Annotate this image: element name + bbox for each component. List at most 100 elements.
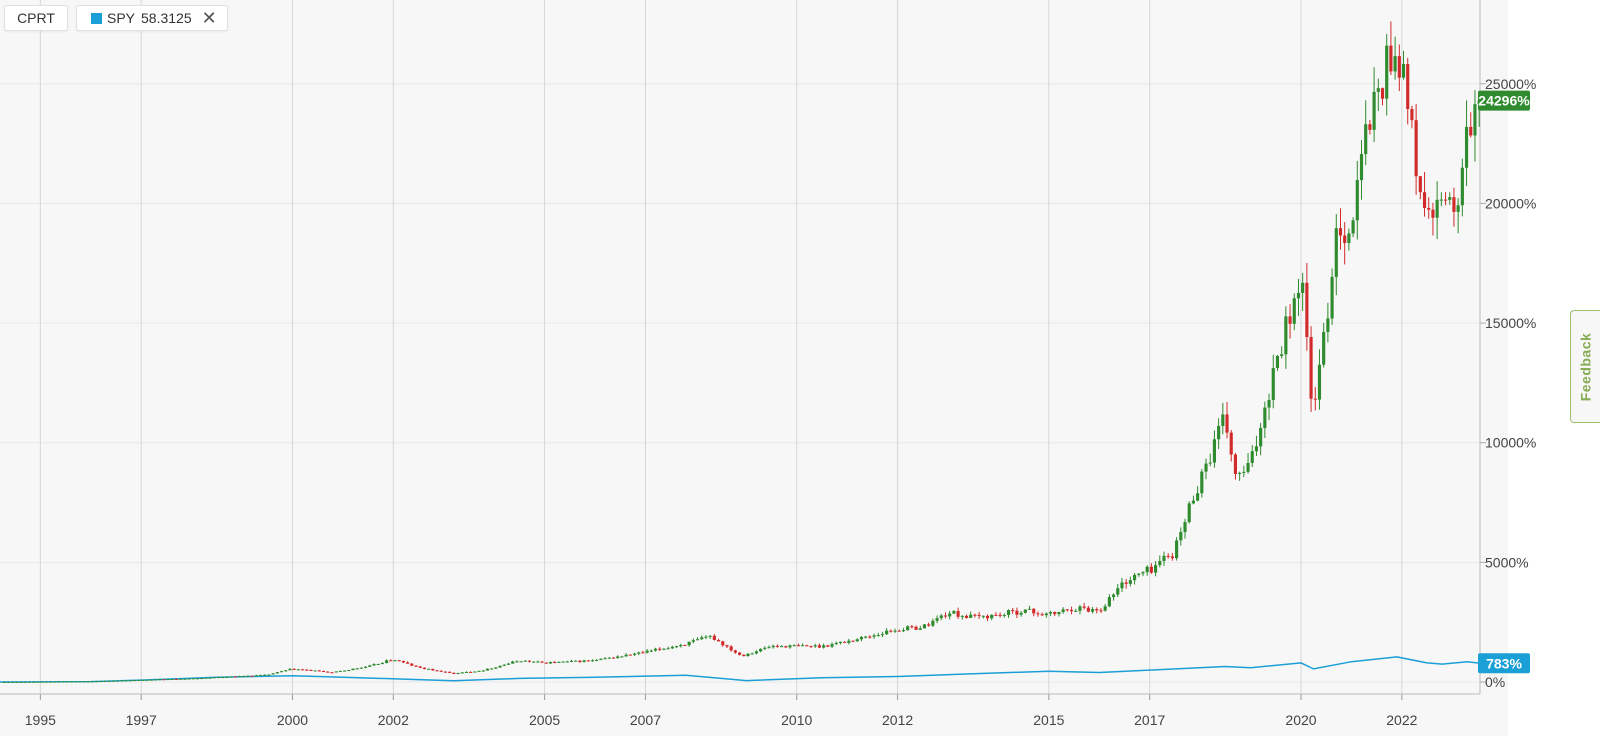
candle-body	[590, 660, 595, 662]
candle-body	[515, 661, 519, 663]
candle-body	[326, 671, 330, 673]
candle-body	[204, 677, 208, 679]
candle-body	[830, 644, 834, 647]
candle-body	[1158, 560, 1162, 566]
candle-body	[443, 671, 448, 673]
candle-body	[376, 663, 380, 665]
candle-body	[1175, 540, 1179, 559]
candle-body	[1355, 180, 1359, 221]
candle-body	[817, 645, 821, 648]
candle-body	[1128, 580, 1132, 584]
candle-body	[948, 613, 952, 617]
candle-body	[90, 681, 95, 683]
candle-body	[1200, 471, 1204, 494]
candle-body	[687, 641, 691, 646]
price-labels: 24296% 783%	[1478, 90, 1530, 674]
candle-body	[237, 675, 242, 677]
candle-body	[292, 668, 296, 670]
candle-body	[368, 665, 372, 667]
candle-body	[351, 668, 355, 671]
candle-body	[120, 680, 124, 682]
candle-body	[195, 678, 200, 680]
legend-spy[interactable]: SPY 58.3125 ✕	[76, 5, 228, 31]
candle-body	[864, 636, 868, 638]
candle-body	[662, 648, 666, 650]
close-icon[interactable]: ✕	[201, 8, 217, 28]
candle-body	[1154, 565, 1158, 573]
candle-body	[1347, 233, 1351, 243]
candle-body	[1006, 610, 1011, 615]
candle-body	[401, 660, 405, 663]
candle-body	[792, 645, 796, 647]
candle-body	[267, 674, 271, 676]
candle-body	[57, 681, 61, 683]
candle-body	[263, 674, 267, 676]
x-tick-label: 1997	[126, 712, 157, 728]
candle-body	[170, 678, 174, 680]
candle-body	[1284, 316, 1288, 355]
candle-body	[389, 660, 393, 662]
candle-body	[1212, 439, 1217, 463]
candle-body	[1204, 463, 1208, 472]
candle-body	[44, 681, 48, 683]
candle-body	[670, 646, 674, 649]
candle-body	[914, 626, 918, 630]
candle-body	[439, 670, 443, 672]
candle-body	[187, 678, 191, 680]
candle-body	[666, 648, 670, 650]
candle-body	[1296, 292, 1301, 299]
candle-body	[1040, 614, 1044, 616]
candle-body	[221, 677, 225, 679]
candle-body	[132, 680, 137, 682]
candle-body	[1116, 588, 1120, 595]
candle-body	[6, 681, 10, 683]
spy-series	[0, 656, 1481, 683]
candle-body	[813, 645, 817, 647]
candle-body	[1074, 610, 1078, 612]
candle-body	[695, 639, 700, 641]
candle-body	[65, 681, 69, 683]
candle-body	[1082, 606, 1086, 608]
candle-body	[851, 640, 855, 642]
candle-body	[300, 669, 305, 671]
candle-body	[1086, 607, 1090, 612]
candle-body	[246, 675, 250, 677]
candle-body	[931, 620, 935, 626]
candle-body	[599, 658, 603, 660]
candle-body	[149, 679, 153, 681]
candle-body	[729, 646, 733, 651]
candle-body	[1015, 610, 1019, 615]
x-tick-label: 2002	[378, 712, 409, 728]
candle-body	[1305, 282, 1309, 338]
candle-body	[1027, 608, 1032, 610]
candle-body	[271, 673, 275, 675]
candle-body	[448, 671, 452, 673]
candle-body	[1141, 572, 1145, 574]
candle-body	[69, 681, 74, 683]
candle-body	[233, 676, 237, 678]
feedback-tab[interactable]: Feedback	[1570, 310, 1600, 423]
candle-body	[1380, 88, 1385, 99]
candle-body	[380, 663, 384, 665]
candle-body	[796, 645, 800, 647]
candle-body	[364, 666, 368, 668]
candle-body	[1292, 298, 1296, 324]
x-tick-label: 2010	[781, 712, 812, 728]
candle-body	[288, 668, 292, 671]
candle-body	[716, 640, 721, 642]
legend-cprt[interactable]: CPRT	[4, 5, 68, 31]
candle-body	[1099, 610, 1103, 612]
candle-body	[1023, 609, 1027, 613]
candle-body	[1111, 594, 1116, 598]
candle-body	[1464, 126, 1469, 168]
candle-body	[23, 681, 27, 683]
candle-body	[174, 678, 179, 680]
candle-body	[607, 657, 611, 659]
candle-body	[532, 661, 536, 663]
candle-body	[561, 661, 565, 663]
candle-body	[74, 681, 78, 683]
candle-body	[1338, 228, 1343, 236]
candle-body	[1246, 463, 1250, 472]
